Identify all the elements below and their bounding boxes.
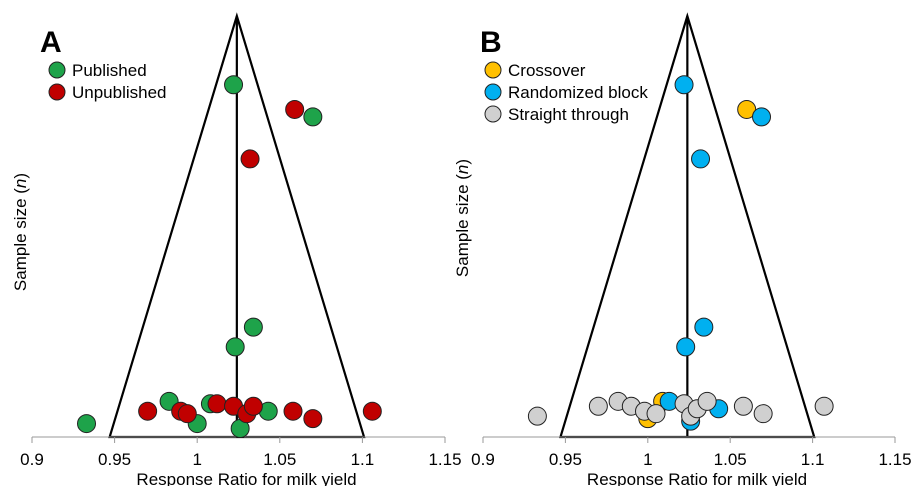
panel-b-funnel-plot: 0.9 0.95 1 1.05 1.1 1.15 Response Ratio for mi… [453,12,912,486]
x-axis-title: Response Ratio for milk yield [587,470,807,486]
legend-label-unpublished: Unpublished [72,83,167,102]
legend-marker-unpublished [48,83,66,101]
data-point-straight-through [646,404,666,424]
x-axis-title: Response Ratio for milk yield [136,470,356,486]
data-point-randomized-block [674,75,694,95]
x-tick-label: 0.9 [20,450,44,469]
legend-label-crossover: Crossover [508,61,586,80]
data-point-unpublished [283,401,303,421]
data-point-unpublished [243,396,263,416]
x-tick-label: 1.05 [714,450,747,469]
x-tick-label: 1.15 [428,450,461,469]
data-point-unpublished [285,99,305,119]
data-point-straight-through [527,406,547,426]
panel-letter: B [480,26,502,59]
data-point-unpublished [207,394,227,414]
data-point-unpublished [138,401,158,421]
data-point-randomized-block [676,337,696,357]
data-point-published [303,107,323,127]
data-point-straight-through [814,396,834,416]
y-axis-title-prefix: Sample size ( [453,174,472,277]
y-axis-title: Sample size (n) [11,173,30,291]
data-point-published [77,414,97,434]
data-point-randomized-block [752,107,772,127]
data-point-straight-through [697,391,717,411]
legend-marker-crossover [484,61,502,79]
x-tick-label: 1.1 [351,450,375,469]
data-point-unpublished [303,409,323,429]
data-point-straight-through [588,396,608,416]
data-point-unpublished [362,401,382,421]
data-point-randomized-block [694,317,714,337]
y-axis-title-prefix: Sample size ( [11,188,30,291]
panel-letter: A [40,26,62,59]
x-tick-label: 0.9 [471,450,495,469]
data-point-randomized-block [691,149,711,169]
data-point-straight-through [753,404,773,424]
data-point-unpublished [240,149,260,169]
legend-marker-randomized-block [484,83,502,101]
legend-label-straight-through: Straight through [508,105,629,124]
data-point-published [243,317,263,337]
legend-label-published: Published [72,61,147,80]
x-tick-label: 0.95 [98,450,131,469]
legend-marker-published [48,61,66,79]
y-axis-title: Sample size (n) [453,159,472,277]
x-tick-label: 1.15 [878,450,911,469]
x-tick-label: 1.1 [801,450,825,469]
y-axis-title-variable: n [453,165,472,174]
x-tick-label: 1 [643,450,652,469]
x-tick-label: 0.95 [549,450,582,469]
y-axis-title-variable: n [11,179,30,188]
legend-marker-straight-through [484,105,502,123]
x-tick-label: 1 [192,450,201,469]
y-axis-title-suffix: ) [11,173,30,179]
data-point-published [224,75,244,95]
y-axis-title-suffix: ) [453,159,472,165]
legend-label-randomized-block: Randomized block [508,83,648,102]
data-point-unpublished [177,404,197,424]
data-point-published [225,337,245,357]
panel-a-funnel-plot: 0.9 0.95 1 1.05 1.1 1.15 Response Ratio for mi… [11,12,462,486]
x-tick-label: 1.05 [263,450,296,469]
data-point-straight-through [733,396,753,416]
